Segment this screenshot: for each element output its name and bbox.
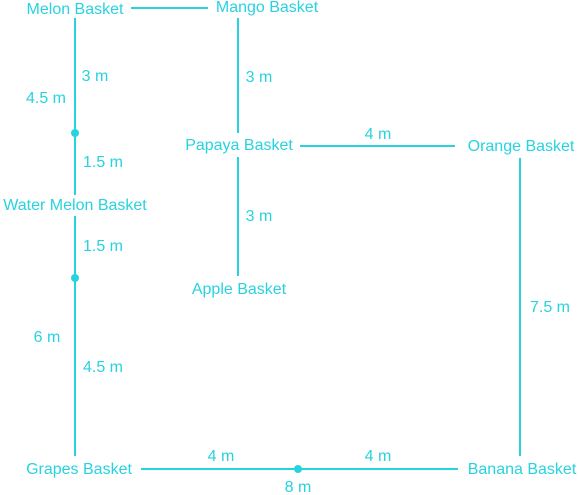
distance-label: 3 m xyxy=(82,68,109,85)
node-label: Orange Basket xyxy=(468,138,575,155)
node-label: Grapes Basket xyxy=(26,461,132,478)
node-label: Apple Basket xyxy=(192,281,287,298)
node-label: Mango Basket xyxy=(216,0,319,16)
distance-label: 4.5 m xyxy=(83,359,123,376)
distance-label: 4 m xyxy=(365,448,392,465)
distance-label: 1.5 m xyxy=(83,238,123,255)
node-label: Melon Basket xyxy=(27,1,124,18)
point xyxy=(71,129,79,137)
connectors xyxy=(71,7,521,473)
distance-label: 1.5 m xyxy=(83,154,123,171)
node-label: Papaya Basket xyxy=(185,137,293,154)
nodes: Melon Basket Mango Basket Papaya Basket … xyxy=(3,0,577,478)
distance-label: 8 m xyxy=(285,479,312,495)
distances: 3 m 4.5 m 1.5 m 1.5 m 6 m 4.5 m 3 m 4 m … xyxy=(26,68,570,495)
distance-label: 4 m xyxy=(365,126,392,143)
distance-label: 3 m xyxy=(246,69,273,86)
distance-label: 6 m xyxy=(34,329,61,346)
node-label: Water Melon Basket xyxy=(3,197,147,214)
distance-label: 4 m xyxy=(208,448,235,465)
node-label: Banana Basket xyxy=(468,461,577,478)
distance-label: 3 m xyxy=(246,208,273,225)
point xyxy=(71,274,79,282)
distance-label: 7.5 m xyxy=(530,299,570,316)
distance-label: 4.5 m xyxy=(26,90,66,107)
point xyxy=(294,465,302,473)
